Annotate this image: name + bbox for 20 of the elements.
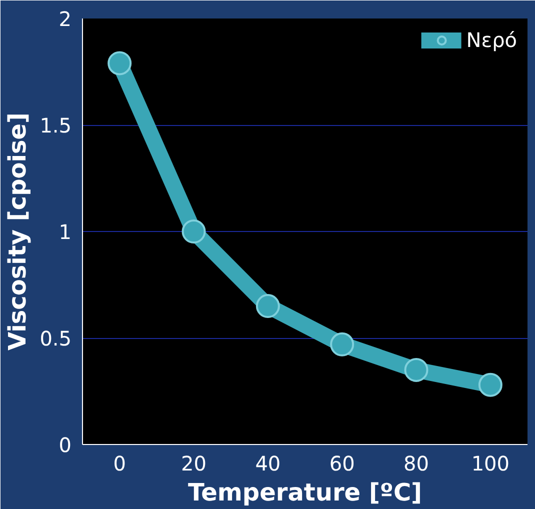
x-tick-label: 60 <box>329 452 355 476</box>
point <box>478 372 502 397</box>
y-tick-label: 1 <box>58 220 72 244</box>
y-tick-label: 0 <box>58 433 72 457</box>
point <box>404 358 428 382</box>
x-tick-label: 20 <box>181 452 206 476</box>
point <box>256 294 280 318</box>
legend-label: Νερό <box>466 28 517 52</box>
x-tick-label: 80 <box>404 452 429 476</box>
point <box>108 51 132 76</box>
point <box>182 220 206 244</box>
x-tick-label: 40 <box>255 452 281 476</box>
x-axis-title: Temperature [ºC] <box>188 478 422 506</box>
x-tick-label: 100 <box>471 452 510 476</box>
y-tick-label: 0.5 <box>40 326 72 350</box>
y-tick-label: 1.5 <box>40 114 72 138</box>
x-tick-label: 0 <box>113 452 126 476</box>
y-axis-title: Viscosity [cpoise] <box>4 112 32 350</box>
y-tick-label: 2 <box>58 7 72 31</box>
point <box>330 332 354 356</box>
